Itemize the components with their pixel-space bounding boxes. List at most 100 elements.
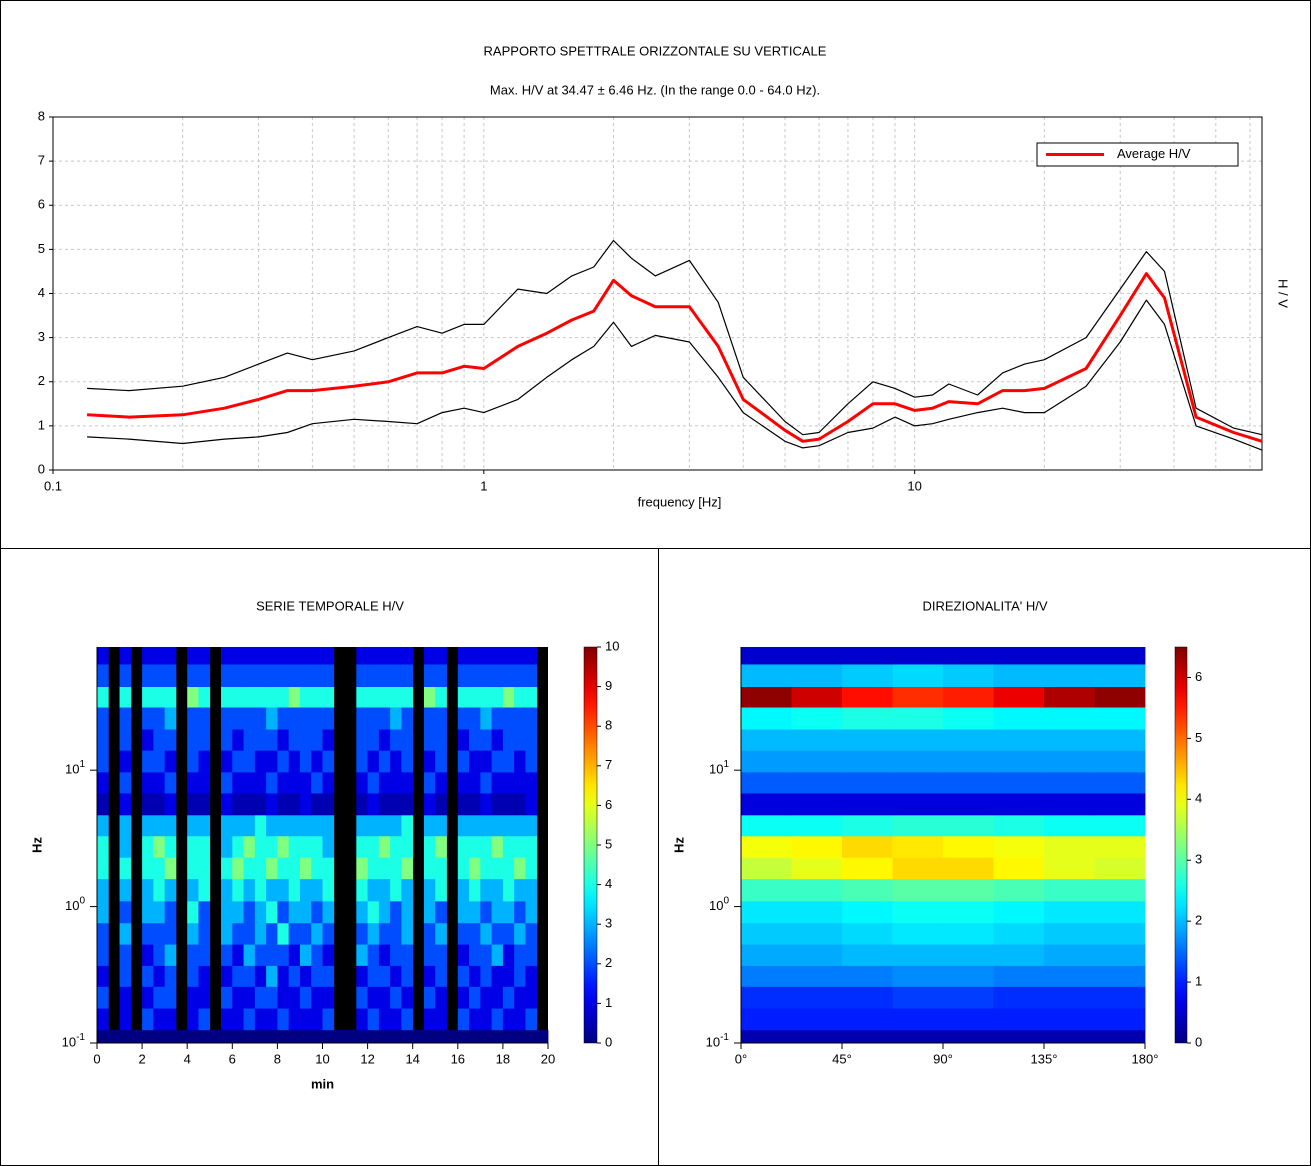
heatmap-cell — [993, 857, 1045, 880]
heatmap-cell — [299, 965, 312, 987]
heatmap-cell — [378, 664, 391, 687]
heatmap-cell — [356, 707, 368, 730]
heatmap-cell — [164, 965, 177, 987]
heatmap-cell — [892, 1008, 944, 1031]
heatmap-cell — [277, 944, 290, 966]
heatmap-cell — [322, 1029, 335, 1044]
heatmap-cell — [232, 771, 244, 794]
heatmap-cell — [480, 750, 493, 773]
heatmap-cell — [525, 986, 538, 1009]
heatmap-cell — [198, 814, 211, 837]
heatmap-cell — [187, 1008, 199, 1031]
heatmap-cell — [198, 1008, 211, 1031]
heatmap-cell — [254, 944, 267, 966]
colorbar-tick-label: 5 — [1195, 730, 1202, 745]
heatmap-cell — [164, 1029, 177, 1044]
heatmap-cell — [198, 922, 211, 945]
y-tick-label: 101 — [65, 759, 85, 777]
heatmap-cell — [502, 1008, 515, 1031]
heatmap-cell — [277, 750, 290, 773]
heatmap-cell — [164, 686, 177, 708]
heatmap-cell — [491, 664, 504, 687]
heatmap-cell — [266, 771, 278, 794]
heatmap-cell — [514, 835, 526, 858]
heatmap-cell — [892, 878, 944, 902]
heatmap-cell — [842, 900, 893, 924]
heatmap-cell — [390, 965, 402, 987]
heatmap-cell — [164, 750, 177, 773]
heatmap-cell — [423, 986, 436, 1009]
heatmap-cell — [153, 771, 166, 794]
heatmap-cell — [390, 707, 402, 730]
heatmap-cell — [993, 664, 1045, 687]
heatmap-cell — [514, 1029, 526, 1044]
heatmap-cell — [741, 793, 792, 816]
heatmap-cell — [232, 878, 244, 902]
heatmap-cell — [142, 986, 154, 1009]
y-tick-label: 2 — [38, 373, 45, 388]
heatmap-cell — [356, 771, 368, 794]
heatmap-cell — [254, 986, 267, 1009]
heatmap-cell — [254, 707, 267, 730]
heatmap-cell — [423, 664, 436, 687]
heatmap-cell — [119, 664, 132, 687]
heatmap-cell — [457, 900, 470, 924]
tick-exponent: 1 — [79, 759, 85, 770]
heatmap-cell — [243, 1029, 256, 1044]
heatmap-cell — [311, 922, 323, 945]
heatmap-cell — [842, 944, 893, 966]
heatmap-cell — [514, 664, 526, 687]
colorbar-tick-label: 3 — [605, 916, 612, 931]
heatmap-cell — [480, 1008, 493, 1031]
heatmap-cell — [142, 965, 154, 987]
heatmap-cell — [153, 707, 166, 730]
heatmap-cell — [1094, 729, 1146, 751]
heatmap-cell — [480, 707, 493, 730]
heatmap-cell — [943, 835, 994, 858]
colorbar-tick-label: 2 — [605, 955, 612, 970]
heatmap-cell — [892, 771, 944, 794]
heatmap-cell — [469, 922, 481, 945]
heatmap-cell — [119, 647, 132, 665]
heatmap-cell — [277, 922, 290, 945]
heatmap-cell — [491, 793, 504, 816]
heatmap-cell — [232, 707, 244, 730]
heatmap-cell — [266, 857, 278, 880]
heatmap-cell — [198, 707, 211, 730]
heatmap-cell — [943, 986, 994, 1009]
heatmap-cell — [153, 750, 166, 773]
heatmap-cell — [311, 686, 323, 708]
heatmap-cell — [435, 664, 447, 687]
heatmap-cell — [892, 965, 944, 987]
heatmap-cell — [311, 707, 323, 730]
heatmap-cell — [198, 771, 211, 794]
heatmap-cell — [288, 857, 301, 880]
heatmap-cell — [502, 944, 515, 966]
heatmap-cell — [164, 647, 177, 665]
heatmap-cell — [469, 686, 481, 708]
heatmap-cell — [423, 1008, 436, 1031]
heatmap-cell — [254, 878, 267, 902]
heatmap-cell — [288, 986, 301, 1009]
heatmap-cell — [1094, 1029, 1146, 1044]
heatmap-cell — [842, 664, 893, 687]
heatmap-cell — [311, 878, 323, 902]
heatmap-cell — [142, 922, 154, 945]
heatmap-cell — [198, 793, 211, 816]
heatmap-cell — [741, 647, 792, 665]
heatmap-cell — [892, 750, 944, 773]
heatmap-cell — [491, 986, 504, 1009]
heatmap-cell — [741, 835, 792, 858]
heatmap-cell — [311, 1008, 323, 1031]
heatmap-cell — [322, 707, 335, 730]
heatmap-cell — [322, 793, 335, 816]
heatmap-cell — [491, 686, 504, 708]
heatmap-cell — [943, 729, 994, 751]
heatmap-cell — [243, 729, 256, 751]
heatmap-cell — [469, 835, 481, 858]
heatmap-cell — [480, 814, 493, 837]
heatmap-cell — [378, 835, 391, 858]
heatmap-cell — [198, 986, 211, 1009]
heatmap-cell — [457, 707, 470, 730]
heatmap-cell — [401, 664, 414, 687]
